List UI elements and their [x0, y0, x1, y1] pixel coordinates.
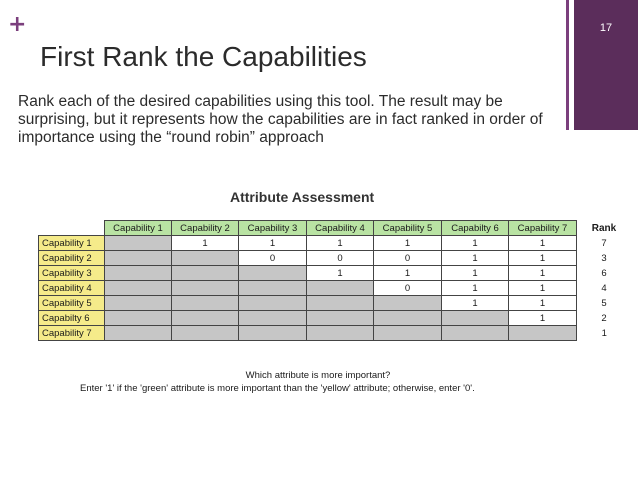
- rank-value: 2: [601, 312, 607, 324]
- score-cell[interactable]: 1: [508, 295, 577, 311]
- blocked-cell: [238, 310, 307, 326]
- score-cell[interactable]: 1: [508, 250, 577, 266]
- assessment-table: Capability 1 Capability 2 Capability 3 Capa…: [38, 220, 632, 341]
- blocked-cell: [238, 325, 307, 341]
- blocked-cell: [171, 265, 239, 281]
- score-cell[interactable]: 1: [508, 280, 577, 296]
- score-cell[interactable]: 0: [373, 250, 442, 266]
- rank-value: 4: [601, 282, 607, 294]
- page-number: 17: [599, 22, 613, 34]
- rank-value: 3: [601, 252, 607, 264]
- header-row: Capability 1 Capability 2 Capability 3 Capa…: [39, 220, 632, 236]
- table-row: Capability 7 1: [38, 325, 632, 341]
- table-row: Capabilty 6 1 2: [38, 310, 632, 326]
- blocked-cell: [104, 325, 172, 341]
- blocked-cell: [373, 310, 442, 326]
- blocked-cell: [104, 235, 172, 251]
- row-header: Capability 2: [38, 250, 105, 266]
- column-header: Capability 2: [171, 220, 239, 236]
- blocked-cell: [306, 295, 374, 311]
- row-header: Capability 7: [38, 325, 105, 341]
- score-cell[interactable]: 1: [306, 265, 374, 281]
- instruction-text: Enter '1' if the 'green' attribute is mo…: [80, 383, 475, 394]
- question-text: Which attribute is more important?: [245, 370, 391, 381]
- rank-value: 7: [601, 237, 607, 249]
- blocked-cell: [171, 325, 239, 341]
- blocked-cell: [373, 325, 442, 341]
- score-cell[interactable]: 1: [441, 295, 509, 311]
- blocked-cell: [238, 295, 307, 311]
- blocked-cell: [238, 265, 307, 281]
- score-cell[interactable]: 1: [441, 250, 509, 266]
- corner-cell: [39, 221, 105, 236]
- score-cell[interactable]: 1: [441, 265, 509, 281]
- blocked-cell: [171, 310, 239, 326]
- blocked-cell: [171, 295, 239, 311]
- blocked-cell: [373, 295, 442, 311]
- plus-icon: +: [8, 12, 27, 37]
- row-header: Capabilty 6: [38, 310, 105, 326]
- blocked-cell: [104, 250, 172, 266]
- blocked-cell: [306, 325, 374, 341]
- score-cell[interactable]: 1: [508, 235, 577, 251]
- column-header: Capability 5: [373, 220, 442, 236]
- row-header: Capability 4: [38, 280, 105, 296]
- rank-value: 6: [601, 267, 607, 279]
- rank-value: 1: [601, 327, 607, 339]
- blocked-cell: [441, 325, 509, 341]
- score-cell[interactable]: 1: [238, 235, 307, 251]
- blocked-cell: [104, 265, 172, 281]
- score-cell[interactable]: 1: [306, 235, 374, 251]
- blocked-cell: [508, 325, 577, 341]
- column-header: Capabilty 6: [441, 220, 509, 236]
- score-cell[interactable]: 1: [441, 235, 509, 251]
- blocked-cell: [104, 295, 172, 311]
- blocked-cell: [238, 280, 307, 296]
- assessment-title: Attribute Assessment: [230, 189, 375, 205]
- row-header: Capability 1: [38, 235, 105, 251]
- blocked-cell: [441, 310, 509, 326]
- body-text: Rank each of the desired capabilities us…: [18, 93, 543, 146]
- score-cell[interactable]: 1: [508, 265, 577, 281]
- blocked-cell: [306, 310, 374, 326]
- column-header: Capability 4: [306, 220, 374, 236]
- blocked-cell: [306, 280, 374, 296]
- column-header: Capability 3: [238, 220, 307, 236]
- score-cell[interactable]: 1: [171, 235, 239, 251]
- score-cell[interactable]: 1: [508, 310, 577, 326]
- column-header: Capability 7: [508, 220, 577, 236]
- blocked-cell: [104, 310, 172, 326]
- rank-header: Rank: [591, 222, 617, 234]
- row-header: Capability 5: [38, 295, 105, 311]
- rank-value: 5: [601, 297, 607, 309]
- score-cell[interactable]: 0: [238, 250, 307, 266]
- score-cell[interactable]: 1: [441, 280, 509, 296]
- row-header: Capability 3: [38, 265, 105, 281]
- blocked-cell: [171, 250, 239, 266]
- blocked-cell: [104, 280, 172, 296]
- score-cell[interactable]: 1: [373, 235, 442, 251]
- column-header: Capability 1: [104, 220, 172, 236]
- accent-rule: [566, 0, 569, 130]
- side-band: [574, 0, 638, 130]
- blocked-cell: [171, 280, 239, 296]
- score-cell[interactable]: 0: [373, 280, 442, 296]
- score-cell[interactable]: 1: [373, 265, 442, 281]
- score-cell[interactable]: 0: [306, 250, 374, 266]
- slide-title: First Rank the Capabilities: [40, 41, 367, 72]
